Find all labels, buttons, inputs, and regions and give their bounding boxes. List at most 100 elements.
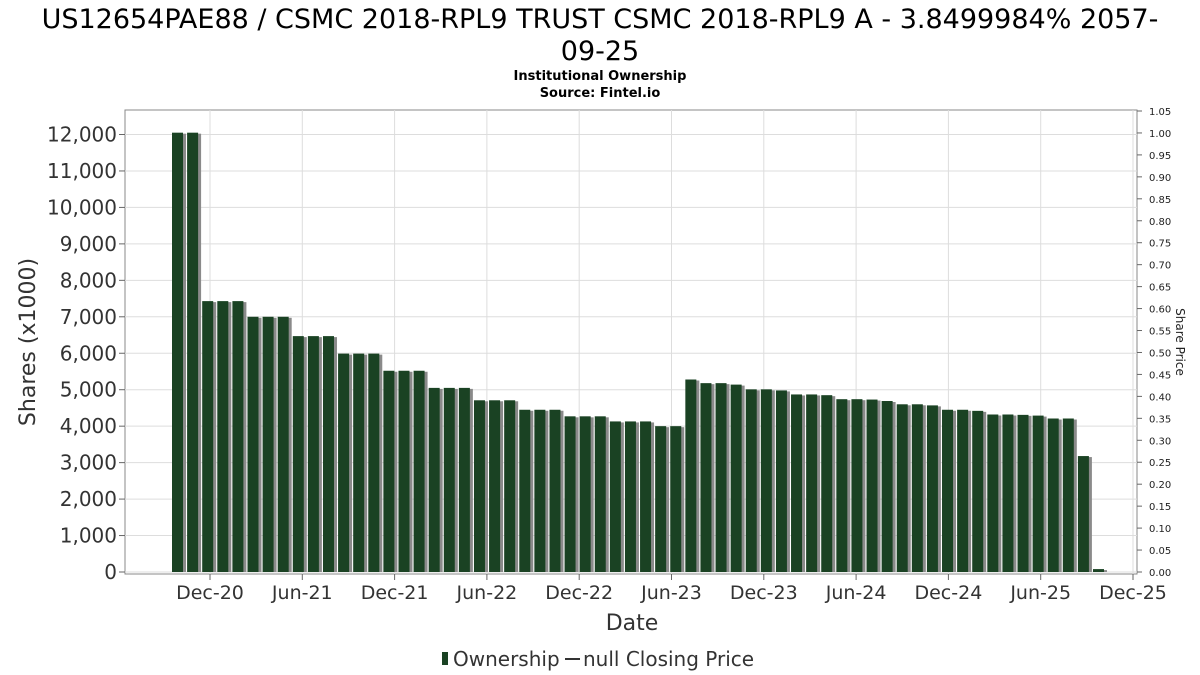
bar: [670, 426, 682, 572]
bar: [368, 353, 380, 572]
bar: [473, 400, 485, 572]
legend-price-label: null Closing Price: [583, 647, 754, 671]
y2-tick-label: 1.00: [1149, 129, 1171, 140]
bar: [1062, 418, 1074, 572]
bar: [579, 416, 591, 572]
y2-axis-label: Share Price: [1173, 308, 1187, 376]
x-tick-label: Dec-21: [361, 582, 429, 604]
legend-ownership-label: Ownership: [453, 647, 560, 671]
bar-series-ownership: [172, 132, 1107, 573]
bar: [700, 383, 712, 572]
y-tick-label: 2,000: [60, 487, 117, 511]
y-tick-label: 9,000: [60, 232, 117, 256]
bar: [836, 399, 848, 572]
y2-tick-label: 0.45: [1149, 370, 1171, 381]
y2-tick-label: 0.20: [1149, 480, 1171, 491]
y-tick-label: 8,000: [60, 268, 117, 292]
bar: [685, 379, 697, 572]
chart-title-line2: 09-25: [561, 36, 639, 67]
bar: [172, 132, 183, 573]
x-tick-label: Dec-20: [176, 582, 244, 604]
bar: [1017, 414, 1029, 572]
x-tick-label: Jun-25: [1009, 582, 1071, 604]
bar: [1032, 415, 1044, 572]
y2-tick-label: 0.40: [1149, 392, 1171, 403]
bar: [942, 409, 954, 572]
bar: [398, 370, 410, 572]
bar: [549, 409, 561, 572]
bar: [896, 404, 908, 572]
legend: Ownership null Closing Price: [442, 647, 754, 671]
bar: [504, 400, 516, 572]
bar: [987, 414, 999, 572]
bar: [594, 416, 606, 572]
y2-tick-label: 0.30: [1149, 436, 1171, 447]
bar: [745, 389, 757, 572]
x-tick-label: Jun-21: [271, 582, 333, 604]
bar: [307, 336, 319, 572]
chart-title: US12654PAE88 / CSMC 2018-RPL9 TRUST CSMC…: [42, 4, 1159, 35]
x-tick-label: Jun-23: [640, 582, 702, 604]
y2-tick-label: 0.15: [1149, 502, 1171, 513]
y2-axis-ticks: 0.00 0.05 0.10 0.15 0.20 0.25 0.30 0.35 0.40 0.45…: [1137, 107, 1171, 579]
bar: [247, 316, 259, 572]
bar: [866, 399, 878, 572]
bar: [292, 336, 304, 572]
bar: [926, 405, 938, 572]
x-tick-label: Dec-23: [730, 582, 798, 604]
bar: [489, 400, 501, 572]
bar: [519, 409, 531, 572]
bar: [911, 404, 923, 572]
y2-tick-label: 0.00: [1149, 568, 1171, 579]
bar: [775, 390, 787, 572]
x-tick-label: Jun-22: [456, 582, 518, 604]
x-tick-label: Dec-22: [545, 582, 613, 604]
y-tick-label: 10,000: [47, 195, 117, 219]
y2-tick-label: 0.35: [1149, 414, 1171, 425]
chart-subtitle: Institutional Ownership: [514, 69, 687, 84]
chart-source: Source: Fintel.io: [540, 86, 661, 101]
bar: [428, 387, 440, 572]
bar: [1002, 414, 1014, 572]
y2-tick-label: 0.70: [1149, 261, 1171, 272]
y2-tick-label: 0.80: [1149, 217, 1171, 228]
bar: [881, 401, 893, 572]
bar: [851, 399, 863, 572]
y-tick-label: 12,000: [47, 123, 117, 147]
bar: [564, 416, 576, 572]
y2-tick-label: 0.05: [1149, 546, 1171, 557]
y2-tick-label: 0.55: [1149, 327, 1171, 338]
bar: [609, 421, 621, 572]
x-tick-label: Jun-24: [825, 582, 887, 604]
x-tick-label: Dec-25: [1099, 582, 1167, 604]
y2-tick-label: 1.05: [1149, 107, 1171, 118]
y2-tick-label: 0.10: [1149, 524, 1171, 535]
bar: [458, 387, 470, 572]
bar: [655, 426, 667, 572]
bar: [957, 409, 969, 572]
y-tick-label: 0: [104, 560, 117, 584]
bar: [821, 395, 833, 572]
bar: [277, 316, 289, 572]
y2-tick-label: 0.95: [1149, 151, 1171, 162]
bar: [322, 336, 334, 572]
bar: [640, 421, 652, 572]
bar: [534, 409, 546, 572]
bar: [1093, 569, 1104, 572]
bar: [443, 387, 455, 572]
y-tick-label: 6,000: [60, 341, 117, 365]
x-tick-label: Dec-24: [914, 582, 982, 604]
bar: [715, 383, 727, 572]
bar: [624, 421, 636, 572]
y2-tick-label: 0.90: [1149, 173, 1171, 184]
y-tick-label: 11,000: [47, 159, 117, 183]
x-axis-label: Date: [606, 611, 659, 636]
bar: [413, 370, 425, 572]
bar: [187, 132, 199, 573]
bar: [262, 316, 274, 572]
bar: [232, 301, 244, 572]
bar: [353, 353, 365, 572]
y-tick-label: 7,000: [60, 305, 117, 329]
bar: [806, 394, 818, 572]
